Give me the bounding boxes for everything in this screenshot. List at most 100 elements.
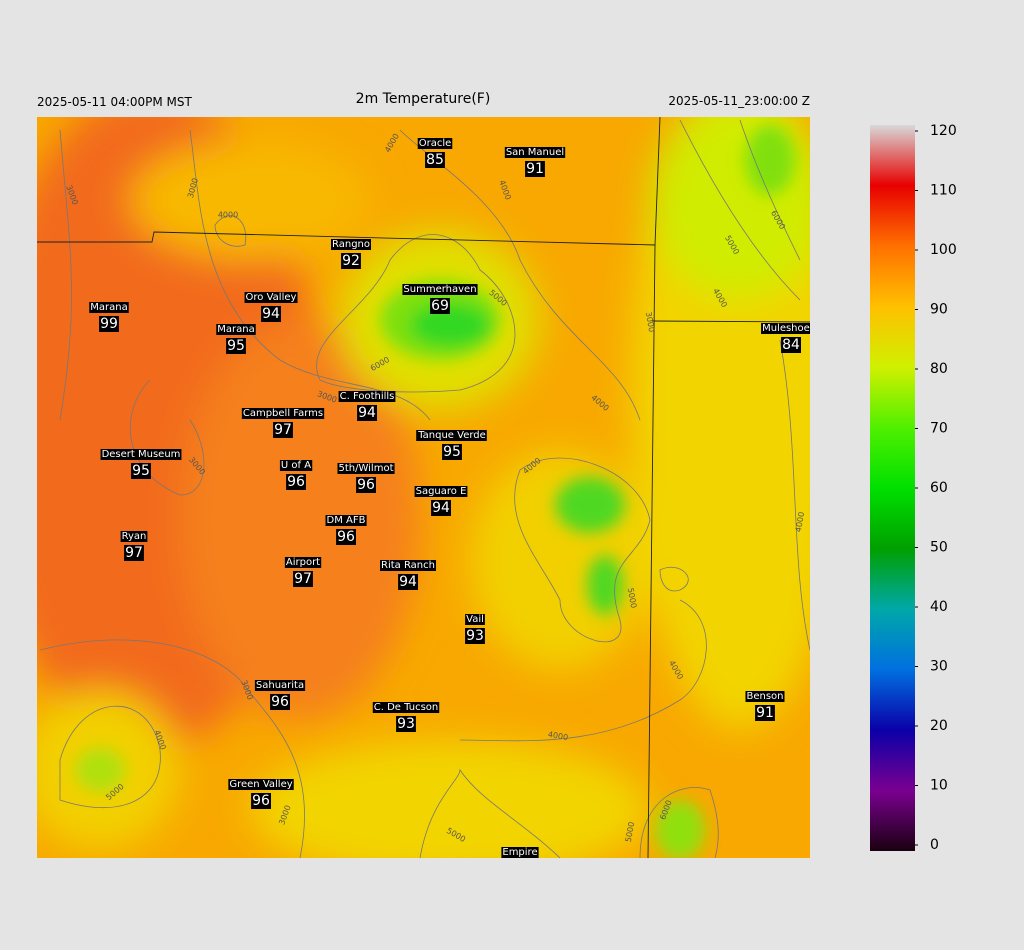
- station-value: 97: [125, 545, 143, 561]
- station-name-bg: [337, 463, 395, 474]
- station-name-group: Vail: [465, 614, 485, 625]
- station-value: 97: [274, 422, 292, 438]
- station-name-bg: [89, 302, 129, 313]
- station-name-group: C. Foothills: [338, 391, 396, 402]
- contour-label: 4000: [218, 211, 238, 220]
- station-name-group: DM AFB: [325, 515, 367, 526]
- station-name: Airport: [286, 557, 320, 568]
- station-name-group: Empire: [501, 847, 539, 858]
- station-value-bg: [425, 152, 445, 168]
- station-value-group: 94: [431, 500, 451, 516]
- station-value-group: 95: [226, 338, 246, 354]
- station-name: Summerhaven: [403, 284, 476, 295]
- station-name: Empire: [502, 847, 537, 858]
- station-value-group: 99: [99, 316, 119, 332]
- station-value-group: 84: [781, 337, 801, 353]
- station-name-group: Tanque Verde: [416, 430, 487, 441]
- colorbar-tick-label: 90: [930, 302, 948, 318]
- station-value-bg: [525, 161, 545, 177]
- station-name-bg: [372, 702, 440, 713]
- colorbar-tick-label: 60: [930, 480, 948, 496]
- station-value: 96: [287, 474, 305, 490]
- station-value-bg: [270, 694, 290, 710]
- station-name-group: Oro Valley: [244, 292, 298, 303]
- station-name-group: U of A: [279, 460, 313, 471]
- station-value-group: 94: [398, 574, 418, 590]
- station-name-bg: [216, 324, 256, 335]
- station-name-bg: [100, 449, 182, 460]
- station-value-group: 97: [293, 571, 313, 587]
- station-name: Sahuarita: [256, 680, 304, 691]
- station-value-bg: [398, 574, 418, 590]
- station-value-group: 96: [286, 474, 306, 490]
- colorbar-tick-label: 10: [930, 778, 948, 794]
- contour-label: 4000: [547, 730, 569, 742]
- station-name: Green Valley: [229, 779, 292, 790]
- station-value-bg: [336, 529, 356, 545]
- colorbar-tick-label: 110: [930, 183, 957, 199]
- station-name-group: Marana: [216, 324, 256, 335]
- station-value-bg: [431, 500, 451, 516]
- station-name-bg: [325, 515, 367, 526]
- station-name: Desert Museum: [102, 449, 181, 460]
- station-name-group: Campbell Farms: [241, 408, 325, 419]
- colorbar-scale: [870, 125, 915, 851]
- station-value-bg: [273, 422, 293, 438]
- station-value: 96: [357, 477, 375, 493]
- station-value: 91: [526, 161, 544, 177]
- station-value-group: 93: [465, 628, 485, 644]
- station-name: U of A: [281, 460, 311, 471]
- contour-label: 5000: [626, 587, 638, 609]
- station-value-bg: [755, 705, 775, 721]
- contour-label: 5000: [624, 821, 636, 843]
- station-name: Oracle: [419, 138, 452, 149]
- station-name-bg: [120, 531, 148, 542]
- header-right: 2025-05-11_23:00:00 Z: [668, 94, 810, 108]
- colorbar-tick-label: 100: [930, 242, 957, 258]
- station-name: Saguaro E: [416, 486, 467, 497]
- station-value: 95: [132, 463, 150, 479]
- station-name: 5th/Wilmot: [339, 463, 394, 474]
- map: 3000 300040004000400050006000300030004000…: [37, 117, 810, 858]
- station-name: Marana: [90, 302, 127, 313]
- station-value-group: 95: [442, 444, 462, 460]
- station-name-group: 5th/Wilmot: [337, 463, 395, 474]
- station-value-bg: [442, 444, 462, 460]
- station-name-group: Summerhaven: [402, 284, 478, 295]
- station-name-group: Airport: [284, 557, 322, 568]
- station-name-group: Rita Ranch: [380, 560, 436, 571]
- station-name: Rangno: [332, 239, 370, 250]
- station-value: 94: [399, 574, 417, 590]
- station-name-bg: [254, 680, 306, 691]
- station-value-bg: [430, 298, 450, 314]
- station-name-group: Saguaro E: [414, 486, 468, 497]
- station-value-group: 95: [131, 463, 151, 479]
- colorbar-tick-label: 30: [930, 659, 948, 675]
- station-name-bg: [331, 239, 371, 250]
- station-name-bg: [279, 460, 313, 471]
- station-value-group: 97: [273, 422, 293, 438]
- station-value-bg: [251, 793, 271, 809]
- station-name-group: Marana: [89, 302, 129, 313]
- station-value-bg: [293, 571, 313, 587]
- station-value-bg: [465, 628, 485, 644]
- station-value-group: 96: [336, 529, 356, 545]
- station-value-bg: [341, 253, 361, 269]
- station-name-group: Rangno: [331, 239, 371, 250]
- station-value-bg: [226, 338, 246, 354]
- station-name: Ryan: [122, 531, 147, 542]
- colorbar-tick-label: 70: [930, 421, 948, 437]
- contour-label: 3000: [644, 311, 656, 333]
- station-name-group: Green Valley: [228, 779, 294, 790]
- station-name: San Manuel: [506, 147, 564, 158]
- station-name-group: Ryan: [120, 531, 148, 542]
- station-value-bg: [357, 405, 377, 421]
- station-name-group: San Manuel: [504, 147, 566, 158]
- station-value: 69: [431, 298, 449, 314]
- station-name-bg: [504, 147, 566, 158]
- station-name-bg: [417, 138, 453, 149]
- station-value-group: 97: [124, 545, 144, 561]
- station-name-bg: [501, 847, 539, 858]
- station-name-bg: [284, 557, 322, 568]
